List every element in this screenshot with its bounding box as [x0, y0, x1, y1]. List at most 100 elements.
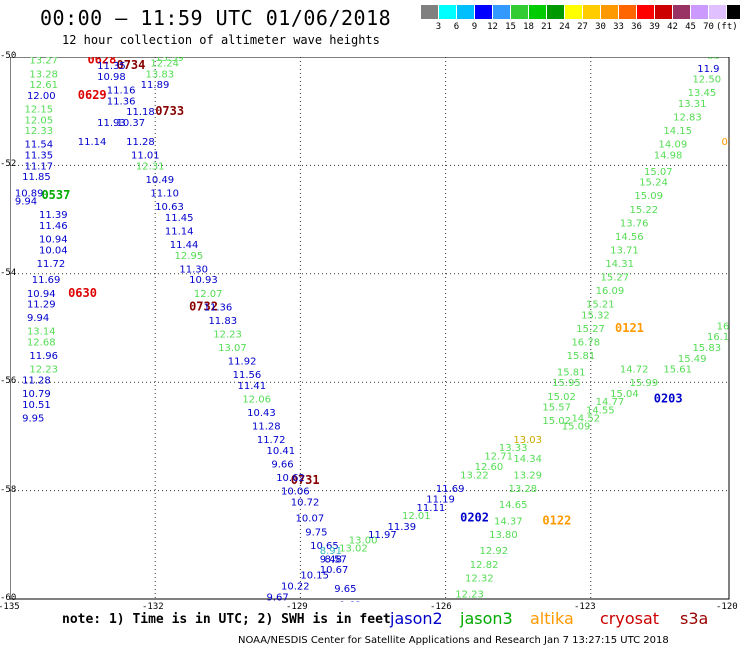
wave-height-label: 12.61: [29, 80, 58, 91]
wave-height-label: 12.95: [175, 251, 204, 262]
wave-height-label: 16.09: [596, 286, 625, 297]
pass-time-label: 0731: [291, 473, 320, 487]
scale-swatch: [511, 5, 529, 19]
scale-label: 70: [703, 22, 714, 32]
wave-height-label: 11.92: [228, 357, 257, 368]
wave-height-label: 15.61: [663, 365, 692, 376]
legend-jason2: jason2: [390, 609, 443, 628]
wave-height-label: 10.49: [146, 175, 175, 186]
wave-height-label: 9.75: [305, 527, 327, 538]
wave-height-label: 14.77: [596, 397, 625, 408]
map-frame: [10, 57, 730, 600]
lat-label: -50: [0, 51, 17, 61]
scale-swatch: [727, 5, 740, 19]
wave-height-label: 10.67: [320, 565, 349, 576]
wave-height-label: 12.00: [27, 91, 56, 102]
wave-height-label: 15.07: [644, 167, 673, 178]
wave-height-label: 11.83: [208, 316, 237, 327]
wave-height-label: 12.31: [136, 161, 165, 172]
wave-height-label: 10.89: [15, 189, 44, 200]
wave-height-label: 15.27: [576, 324, 605, 335]
wave-height-label: 11.85: [22, 172, 51, 183]
wave-height-label: 01: [721, 137, 730, 148]
page-title: 00:00 – 11:59 UTC 01/06/2018: [40, 6, 392, 30]
wave-height-label: 15.22: [630, 205, 659, 216]
wave-height-label: 15.83: [692, 343, 721, 354]
wave-height-label: 13.83: [146, 69, 175, 80]
wave-height-label: 9.63: [339, 600, 361, 602]
lon-label: -129: [286, 602, 308, 612]
wave-height-label: 11.18: [126, 107, 155, 118]
wave-height-label: 12: [707, 57, 720, 61]
wave-height-label: 9.94: [15, 197, 37, 208]
lat-label: -54: [0, 267, 17, 278]
wave-height-label: 15.04: [610, 389, 639, 400]
lat-label: -56: [0, 376, 17, 387]
wave-height-label: 11.44: [170, 240, 199, 251]
scale-swatch: [457, 5, 475, 19]
scale-label: 30: [595, 22, 606, 32]
wave-height-label: 11.30: [179, 264, 208, 275]
wave-height-label: 15.81: [557, 367, 586, 378]
wave-height-label: 14.15: [663, 126, 692, 137]
wave-height-label: 11.45: [165, 213, 194, 224]
scale-swatch: [637, 5, 655, 19]
wave-height-label: 10.62: [276, 473, 305, 484]
wave-height-label: 10.79: [22, 389, 51, 400]
wave-height-label: 11.28: [126, 137, 155, 148]
wave-height-label: 11.97: [368, 530, 397, 541]
wave-height-label: 12.23: [455, 590, 484, 601]
wave-height-label: 13.00: [349, 535, 378, 546]
wave-height-label: 14.52: [571, 413, 600, 424]
wave-height-label: 14.09: [659, 140, 688, 151]
wave-height-label: 11.72: [37, 259, 66, 270]
wave-height-label: 15.99: [630, 378, 659, 389]
scale-swatch: [601, 5, 619, 19]
wave-height-label: 14.55: [586, 405, 615, 416]
pass-time-label: 0628: [87, 57, 116, 67]
wave-height-label: 13.33: [499, 443, 528, 454]
wave-height-label: 15.81: [567, 351, 596, 362]
wave-height-label: 15.02: [542, 416, 571, 427]
wave-height-label: 11.14: [165, 226, 194, 237]
pass-time-label: 0629: [78, 88, 107, 102]
pass-time-label: 0202: [460, 511, 489, 525]
wave-height-label: 13.03: [513, 435, 542, 446]
wave-height-label: 14.65: [499, 500, 528, 511]
wave-height-label: 13.45: [688, 88, 717, 99]
wave-height-label: 16.3: [717, 321, 730, 332]
scale-swatch: [691, 5, 709, 19]
wave-height-label: 12.71: [484, 451, 513, 462]
wave-height-label: 11.01: [131, 151, 160, 162]
scale-label: 36: [631, 22, 642, 32]
wave-height-label: 15.49: [678, 354, 707, 365]
wave-height-label: 12.24: [150, 58, 179, 69]
wave-height-label: 10.93: [189, 275, 218, 286]
wave-height-label: 9.48: [320, 554, 342, 565]
wave-height-label: 12.83: [673, 113, 702, 124]
wave-height-label: 9.94: [27, 313, 49, 324]
wave-height-label: 11.69: [32, 275, 61, 286]
wave-height-label: 10.37: [116, 118, 145, 129]
lon-label: -126: [430, 602, 452, 612]
pass-time-label: 0122: [542, 513, 571, 527]
wave-height-label: 11.17: [25, 161, 54, 172]
wave-height-label: 10.07: [296, 514, 325, 525]
wave-height-label: 14.72: [620, 365, 649, 376]
scale-label: 45: [685, 22, 696, 32]
wave-height-label: 11.35: [97, 61, 126, 72]
wave-height-label: 13.71: [610, 245, 639, 256]
wave-height-label: 15.57: [542, 403, 571, 414]
wave-height-label: 13.28: [29, 69, 58, 80]
scale-label: 12: [487, 22, 498, 32]
wave-height-label: 11.39: [388, 522, 417, 533]
wave-height-label: 11.89: [141, 80, 170, 91]
scale-label: 15: [505, 22, 516, 32]
scale-label: 6: [453, 22, 460, 32]
wave-height-label: 11.9: [697, 64, 719, 75]
wave-height-label: 12.68: [27, 338, 56, 349]
pass-time-label: 0203: [654, 391, 683, 405]
wave-height-label: 11.39: [39, 210, 68, 221]
scale-label: 42: [667, 22, 678, 32]
wave-height-label: 13.29: [513, 470, 542, 481]
